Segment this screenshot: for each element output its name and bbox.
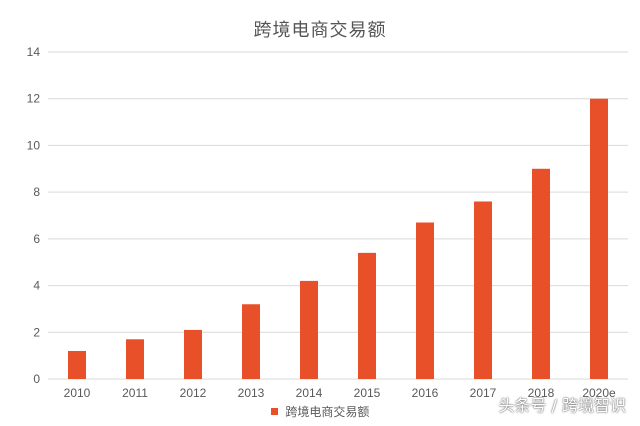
bar-2014 [300,280,318,379]
bar-2020e [590,98,608,379]
x-tick-label: 2017 [470,386,497,400]
y-tick-label: 4 [33,279,40,293]
y-tick-label: 6 [33,232,40,246]
bar-2011 [126,339,144,379]
x-tick-label: 2012 [180,386,207,400]
y-tick-label: 0 [33,372,40,386]
gridlines [48,51,628,380]
bar-2013 [242,304,260,379]
y-tick-label: 8 [33,185,40,199]
bars [68,98,608,379]
x-tick-label: 2015 [354,386,381,400]
x-axis-ticks: 2010 2011 2012 2013 2014 2015 2016 2017 2018 2020… [64,386,616,400]
legend-label: 跨境电商交易额 [285,405,370,419]
x-tick-label: 2016 [412,386,439,400]
y-tick-label: 12 [27,92,41,106]
watermark: 头条号 / 跨境智识 [498,396,626,415]
x-tick-label: 2013 [238,386,265,400]
bar-2018 [532,168,550,379]
bar-2012 [184,329,202,379]
y-tick-label: 14 [27,45,41,59]
bar-2017 [474,201,492,379]
legend-swatch [270,408,278,415]
x-tick-label: 2020e [582,386,616,400]
y-tick-label: 2 [33,325,40,339]
bar-2016 [416,222,434,379]
x-tick-label: 2014 [296,386,323,400]
y-tick-label: 10 [27,138,41,152]
bar-2015 [358,252,376,379]
x-tick-label: 2018 [528,386,555,400]
legend: 跨境电商交易额 [0,403,640,420]
bar-2010 [68,350,86,379]
x-tick-label: 2010 [64,386,91,400]
y-axis-ticks: 0 2 4 6 8 10 12 14 [27,45,41,386]
chart-title: 跨境电商交易额 [253,20,387,41]
x-tick-label: 2011 [122,386,148,400]
